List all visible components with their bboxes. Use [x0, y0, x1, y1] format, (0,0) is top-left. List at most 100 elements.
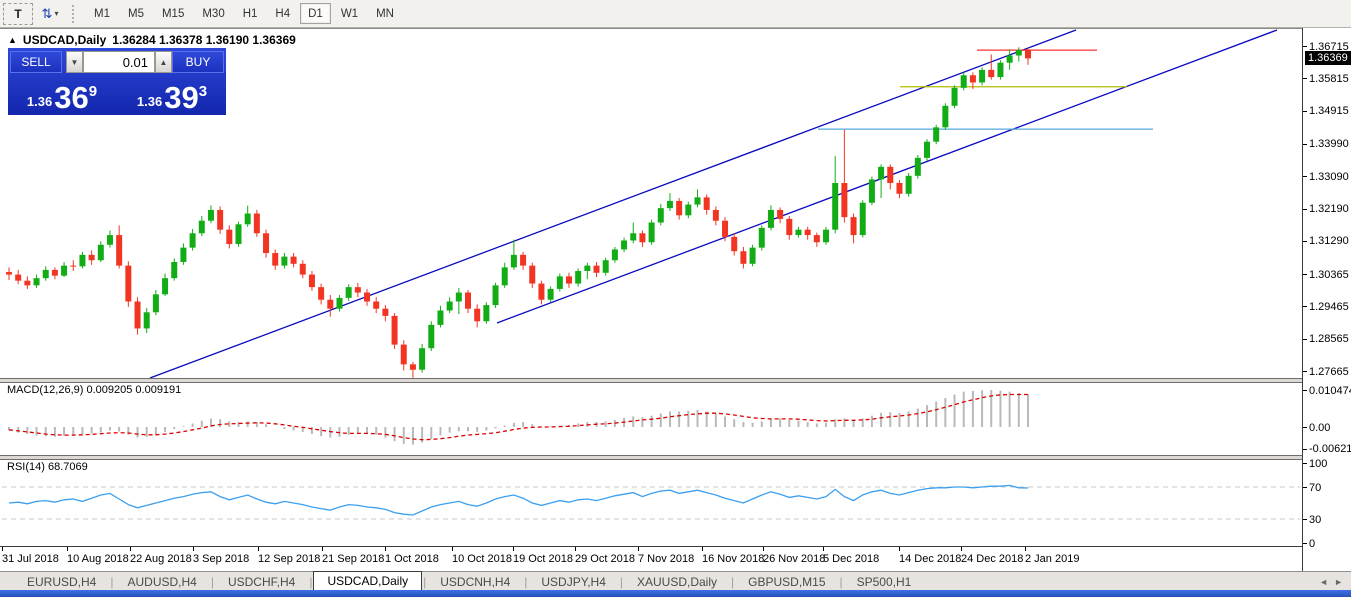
collapse-arrow-icon[interactable]: ▲: [8, 35, 17, 45]
buy-button[interactable]: BUY: [172, 51, 224, 73]
price-axis-label: 1.27665: [1303, 365, 1349, 378]
date-axis-label: 1 Oct 2018: [385, 553, 439, 565]
chart-tab-bar: EURUSD,H4 | AUDUSD,H4 | USDCHF,H4 | USDCAD,Dai…: [0, 571, 1351, 591]
macd-axis-label: 0.010474: [1303, 384, 1351, 397]
date-tick: [702, 547, 703, 551]
macd-axis-label: 0.00: [1303, 421, 1330, 434]
date-axis-label: 10 Aug 2018: [67, 553, 129, 565]
chart-tab-audusd-h4[interactable]: AUDUSD,H4: [127, 574, 197, 589]
date-tick: [1025, 547, 1026, 551]
date-axis-label: 7 Nov 2018: [638, 553, 695, 565]
chart-tab-usdjpy-h4[interactable]: USDJPY,H4: [541, 574, 606, 589]
macd-panel-splitter[interactable]: [0, 378, 1302, 383]
buy-price-sup: 3: [198, 83, 208, 100]
price-axis[interactable]: 1.36715 1.35815 1.34915 1.33990 1.33090 1.321…: [1303, 28, 1351, 571]
date-axis-label: 24 Dec 2018: [961, 553, 1024, 565]
axis-tick: [1303, 448, 1307, 450]
price-axis-label: 1.33990: [1303, 138, 1349, 151]
axis-tick: [1303, 78, 1307, 80]
chart-tab-usdchf-h4[interactable]: USDCHF,H4: [227, 574, 296, 589]
chart-title-row: ▲ USDCAD,Daily 1.36284 1.36378 1.36190 1…: [8, 33, 296, 47]
sell-price-sup: 9: [88, 83, 98, 100]
top-toolbar: T ⇅ ▾ M1 M5 M15 M30 H1 H4 D1 W1 MN: [0, 0, 1351, 28]
axis-tick: [1303, 240, 1307, 242]
volume-increase-button[interactable]: ▲: [155, 51, 172, 73]
arrows-tool-button[interactable]: ⇅ ▾: [35, 3, 65, 25]
date-axis-label: 21 Sep 2018: [322, 553, 385, 565]
tab-scroll-controls: ◄ ►: [1319, 577, 1343, 587]
axis-tick: [1303, 176, 1307, 178]
tab-scroll-right-icon[interactable]: ►: [1334, 576, 1343, 587]
date-axis-label: 3 Sep 2018: [193, 553, 250, 565]
timeframe-button-m1[interactable]: M1: [94, 7, 110, 20]
chart-tab-sp500-h1[interactable]: SP500,H1: [856, 574, 912, 589]
text-tool-button[interactable]: T: [3, 2, 33, 25]
sell-button[interactable]: SELL: [10, 51, 62, 73]
axis-tick: [1303, 110, 1307, 112]
date-axis-label: 10 Oct 2018: [452, 553, 512, 565]
rsi-axis-label: 100: [1303, 457, 1327, 470]
date-tick: [322, 547, 323, 551]
timeframe-button-d1[interactable]: D1: [300, 3, 331, 24]
timeframe-button-mn[interactable]: MN: [376, 7, 394, 20]
date-tick: [130, 547, 131, 551]
timeframe-button-h1[interactable]: H1: [242, 7, 258, 20]
axis-tick: [1303, 487, 1307, 488]
date-tick: [823, 547, 824, 551]
volume-input[interactable]: 0.01: [83, 51, 155, 73]
rsi-axis-label: 30: [1303, 513, 1321, 526]
chart-tab-usdcnh-h4[interactable]: USDCNH,H4: [440, 574, 511, 589]
rsi-axis-label: 0: [1303, 537, 1315, 550]
price-axis-label: 1.35815: [1303, 72, 1349, 85]
price-axis-label: 1.36715: [1303, 40, 1349, 53]
chart-tab-usdcad-daily[interactable]: USDCAD,Daily: [313, 571, 423, 591]
price-axis-label: 1.32190: [1303, 203, 1349, 216]
sell-price-base: 1.36: [26, 94, 53, 109]
timeframe-button-w1[interactable]: W1: [340, 7, 359, 20]
chart-tab-xauusd-daily[interactable]: XAUUSD,Daily: [637, 574, 718, 589]
tab-divider: |: [210, 574, 214, 589]
sell-price-big: 36: [54, 80, 89, 115]
date-axis[interactable]: 31 Jul 2018 10 Aug 2018 22 Aug 2018 3 Sep 2…: [0, 546, 1302, 571]
date-axis-label: 16 Nov 2018: [702, 553, 765, 565]
arrows-tool-icon: ⇅: [41, 5, 53, 21]
volume-control: ▼ 0.01 ▲: [66, 51, 172, 73]
date-axis-label: 26 Nov 2018: [763, 553, 826, 565]
date-axis-label: 12 Sep 2018: [258, 553, 321, 565]
date-axis-label: 14 Dec 2018: [899, 553, 962, 565]
date-tick: [67, 547, 68, 551]
buy-price[interactable]: 1.36 39 3: [120, 75, 224, 115]
rsi-axis-label: 70: [1303, 481, 1321, 494]
chart-tab-eurusd-h4[interactable]: EURUSD,H4: [27, 574, 97, 589]
volume-decrease-button[interactable]: ▼: [66, 51, 83, 73]
axis-tick: [1303, 463, 1307, 464]
chart-tab-gbpusd-m15[interactable]: GBPUSD,M15: [748, 574, 826, 589]
timeframe-button-m5[interactable]: M5: [127, 7, 144, 20]
date-axis-label: 31 Jul 2018: [2, 553, 59, 565]
one-click-trading-panel: SELL ▼ 0.01 ▲ BUY 1.36 36 9 1.36 39 3: [8, 48, 226, 115]
date-axis-label: 22 Aug 2018: [130, 553, 192, 565]
date-axis-label: 29 Oct 2018: [575, 553, 635, 565]
axis-tick: [1303, 371, 1307, 372]
date-tick: [899, 547, 900, 551]
date-tick: [961, 547, 962, 551]
sell-price[interactable]: 1.36 36 9: [10, 75, 114, 115]
toolbar-grip: [72, 4, 79, 23]
timeframe-button-h4[interactable]: H4: [275, 7, 291, 20]
axis-separator-line: [1302, 28, 1303, 571]
tab-divider: |: [110, 574, 114, 589]
date-tick: [452, 547, 453, 551]
timeframe-button-m15[interactable]: M15: [161, 7, 185, 20]
price-axis-label: 1.30365: [1303, 268, 1349, 281]
axis-tick: [1303, 427, 1307, 428]
date-axis-label: 5 Dec 2018: [823, 553, 880, 565]
timeframe-button-m30[interactable]: M30: [202, 7, 225, 20]
date-tick: [2, 547, 3, 551]
axis-tick: [1303, 519, 1307, 520]
axis-tick: [1303, 338, 1307, 340]
tab-divider: |: [731, 574, 735, 589]
rsi-panel-splitter[interactable]: [0, 455, 1302, 460]
axis-tick: [1303, 208, 1307, 210]
tab-scroll-left-icon[interactable]: ◄: [1319, 576, 1329, 587]
tab-divider: |: [309, 574, 313, 589]
